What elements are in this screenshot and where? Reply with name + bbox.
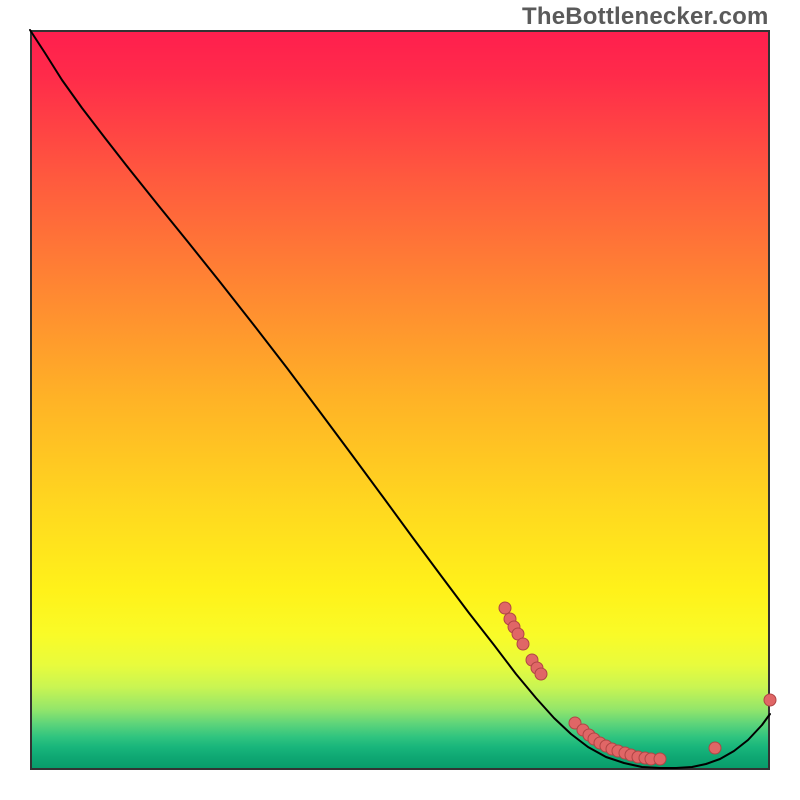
watermark-text: TheBottlenecker.com [522,3,769,31]
plot-area [30,30,770,770]
chart-container: TheBottlenecker.com [0,0,800,800]
